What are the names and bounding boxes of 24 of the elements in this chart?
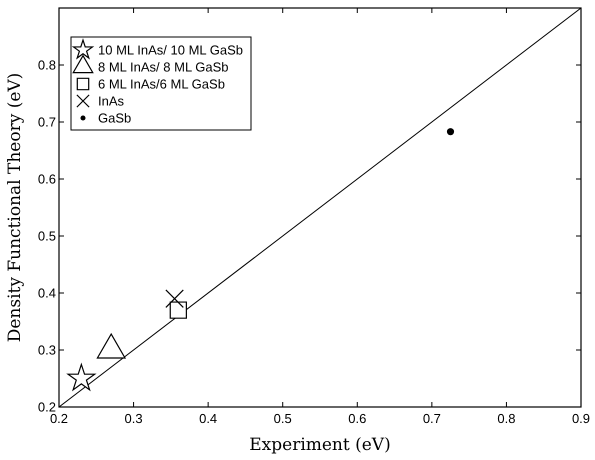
point: [446, 128, 454, 136]
legend-label: InAs: [98, 94, 125, 108]
y-tick-label: 0.4: [38, 286, 56, 300]
legend-label: 8 ML InAs/ 8 ML GaSb: [98, 60, 229, 74]
x-tick-label: 0.6: [348, 411, 366, 426]
y-tick-label: 0.7: [38, 114, 56, 130]
legend-label: GaSb: [98, 110, 132, 126]
point: [165, 289, 184, 308]
legend-label: 10 ML InAs/ 10 ML GaSb: [98, 42, 243, 58]
x-tick-label: 0.8: [497, 411, 516, 426]
point: [67, 364, 96, 390]
y-tick-label: 0.3: [38, 342, 56, 358]
legend-label: 6 ML InAs/6 ML GaSb: [98, 76, 225, 92]
x-tick-label: 0.3: [124, 411, 143, 426]
x-tick-label: 0.4: [199, 411, 218, 426]
x-axis-title: Experiment (eV): [249, 435, 391, 455]
y-axis-title: Density Functional Theory (eV): [5, 72, 25, 342]
y-tick-label: 0.5: [38, 228, 56, 244]
x-tick-label: 0.9: [572, 411, 590, 426]
y-tick-label: 0.6: [38, 172, 56, 186]
x-tick-label: 0.5: [274, 411, 292, 426]
point: [170, 301, 187, 319]
y-tick-label: 0.8: [38, 58, 56, 72]
x-tick-label: 0.7: [422, 411, 441, 426]
